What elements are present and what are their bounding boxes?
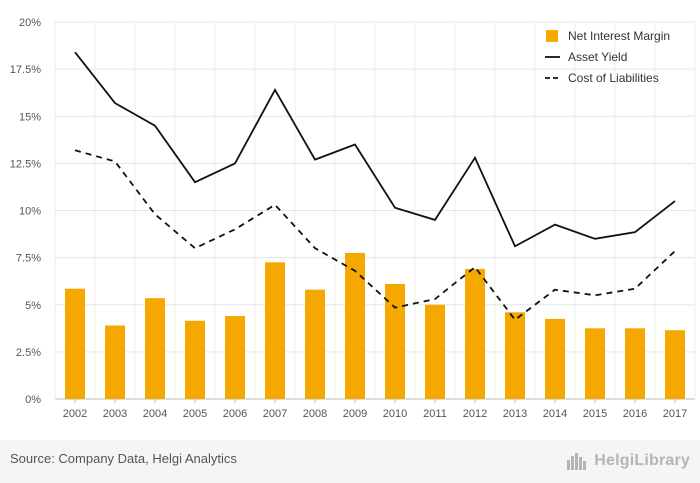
brand-logo: HelgiLibrary [566, 449, 690, 473]
bar-net-interest-margin [625, 328, 645, 399]
axis-layer: 0% 2.5% 5% 7.5% 10% 12.5% 15% 17.5% 20% 2002 2003 2… [10, 17, 687, 420]
bar-net-interest-margin [465, 268, 485, 399]
bar-net-interest-margin [545, 318, 565, 399]
bar-net-interest-margin [505, 312, 525, 399]
grid-layer [54, 21, 696, 400]
legend-label: Cost of Liabilities [568, 71, 659, 85]
bar-net-interest-margin [425, 304, 445, 399]
y-tick-label: 15% [19, 111, 41, 123]
x-tick-label: 2006 [223, 408, 247, 420]
bar-net-interest-margin [185, 320, 205, 399]
legend-label: Net Interest Margin [568, 29, 670, 43]
x-tick-label: 2010 [383, 408, 407, 420]
bar-net-interest-margin [65, 288, 85, 399]
x-tick-label: 2017 [663, 408, 687, 420]
legend-label: Asset Yield [568, 50, 627, 64]
x-tick-label: 2003 [103, 408, 127, 420]
chart: 0% 2.5% 5% 7.5% 10% 12.5% 15% 17.5% 20% 2002 2003 2… [10, 17, 696, 420]
x-tick-label: 2012 [463, 408, 487, 420]
x-tick-label: 2016 [623, 408, 647, 420]
bar-layer [65, 252, 685, 399]
y-tick-label: 20% [19, 17, 41, 29]
y-tick-label: 17.5% [10, 64, 41, 76]
y-tick-label: 12.5% [10, 158, 41, 170]
x-tick-label: 2008 [303, 408, 327, 420]
source-text: Source: Company Data, Helgi Analytics [10, 451, 237, 466]
x-tick-label: 2013 [503, 408, 527, 420]
y-tick-label: 2.5% [16, 347, 41, 359]
bar-net-interest-margin [385, 284, 405, 399]
bar-net-interest-margin [105, 325, 125, 399]
x-tick-label: 2002 [63, 408, 87, 420]
line-layer [74, 51, 676, 322]
x-tick-label: 2015 [583, 408, 607, 420]
brand-name: HelgiLibrary [594, 452, 690, 469]
bar-net-interest-margin [665, 330, 685, 399]
x-tick-label: 2007 [263, 408, 287, 420]
x-tick-label: 2014 [543, 408, 567, 420]
y-tick-label: 10% [19, 206, 41, 218]
x-tick-label: 2005 [183, 408, 207, 420]
bar-net-interest-margin [345, 252, 365, 399]
y-tick-label: 0% [25, 394, 41, 406]
line-cost-of-liabilities [74, 149, 676, 322]
footer: Source: Company Data, Helgi Analytics He… [0, 440, 700, 483]
x-tick-label: 2004 [143, 408, 167, 420]
legend: Net Interest Margin Asset Yield Cost of Li… [545, 29, 670, 85]
bar-net-interest-margin [265, 262, 285, 399]
city-skyline-icon [567, 453, 587, 470]
y-tick-label: 5% [25, 300, 41, 312]
bar-net-interest-margin [585, 328, 605, 399]
bar-net-interest-margin [225, 316, 245, 399]
y-tick-label: 7.5% [16, 253, 41, 265]
bar-net-interest-margin [145, 298, 165, 399]
line-asset-yield [74, 51, 676, 248]
x-tick-label: 2009 [343, 408, 367, 420]
x-tick-label: 2011 [423, 408, 447, 420]
legend-swatch [546, 30, 558, 42]
chart-svg: 0% 2.5% 5% 7.5% 10% 12.5% 15% 17.5% 20% 2002 2003 2… [10, 17, 696, 420]
bar-net-interest-margin [305, 289, 325, 399]
